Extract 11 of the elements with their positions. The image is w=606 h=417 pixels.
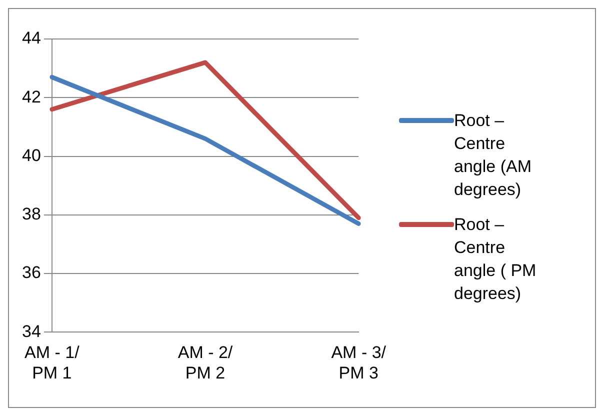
y-tick-label: 44 bbox=[22, 28, 41, 48]
legend-label: Root – Centre angle (AM degrees) bbox=[454, 110, 532, 201]
y-tick-label: 42 bbox=[22, 87, 41, 106]
y-tick-label: 36 bbox=[22, 263, 41, 282]
y-tick-label: 40 bbox=[22, 146, 41, 165]
x-tick-label: AM - 1/PM 1 bbox=[24, 343, 80, 382]
x-tick-label: AM - 2/PM 2 bbox=[178, 343, 233, 382]
y-tick-label: 38 bbox=[22, 204, 41, 224]
x-tick-label: AM - 3/PM 3 bbox=[331, 343, 386, 382]
legend-label: Root – Centre angle ( PM degrees) bbox=[454, 214, 538, 305]
y-tick-label: 34 bbox=[22, 322, 41, 341]
